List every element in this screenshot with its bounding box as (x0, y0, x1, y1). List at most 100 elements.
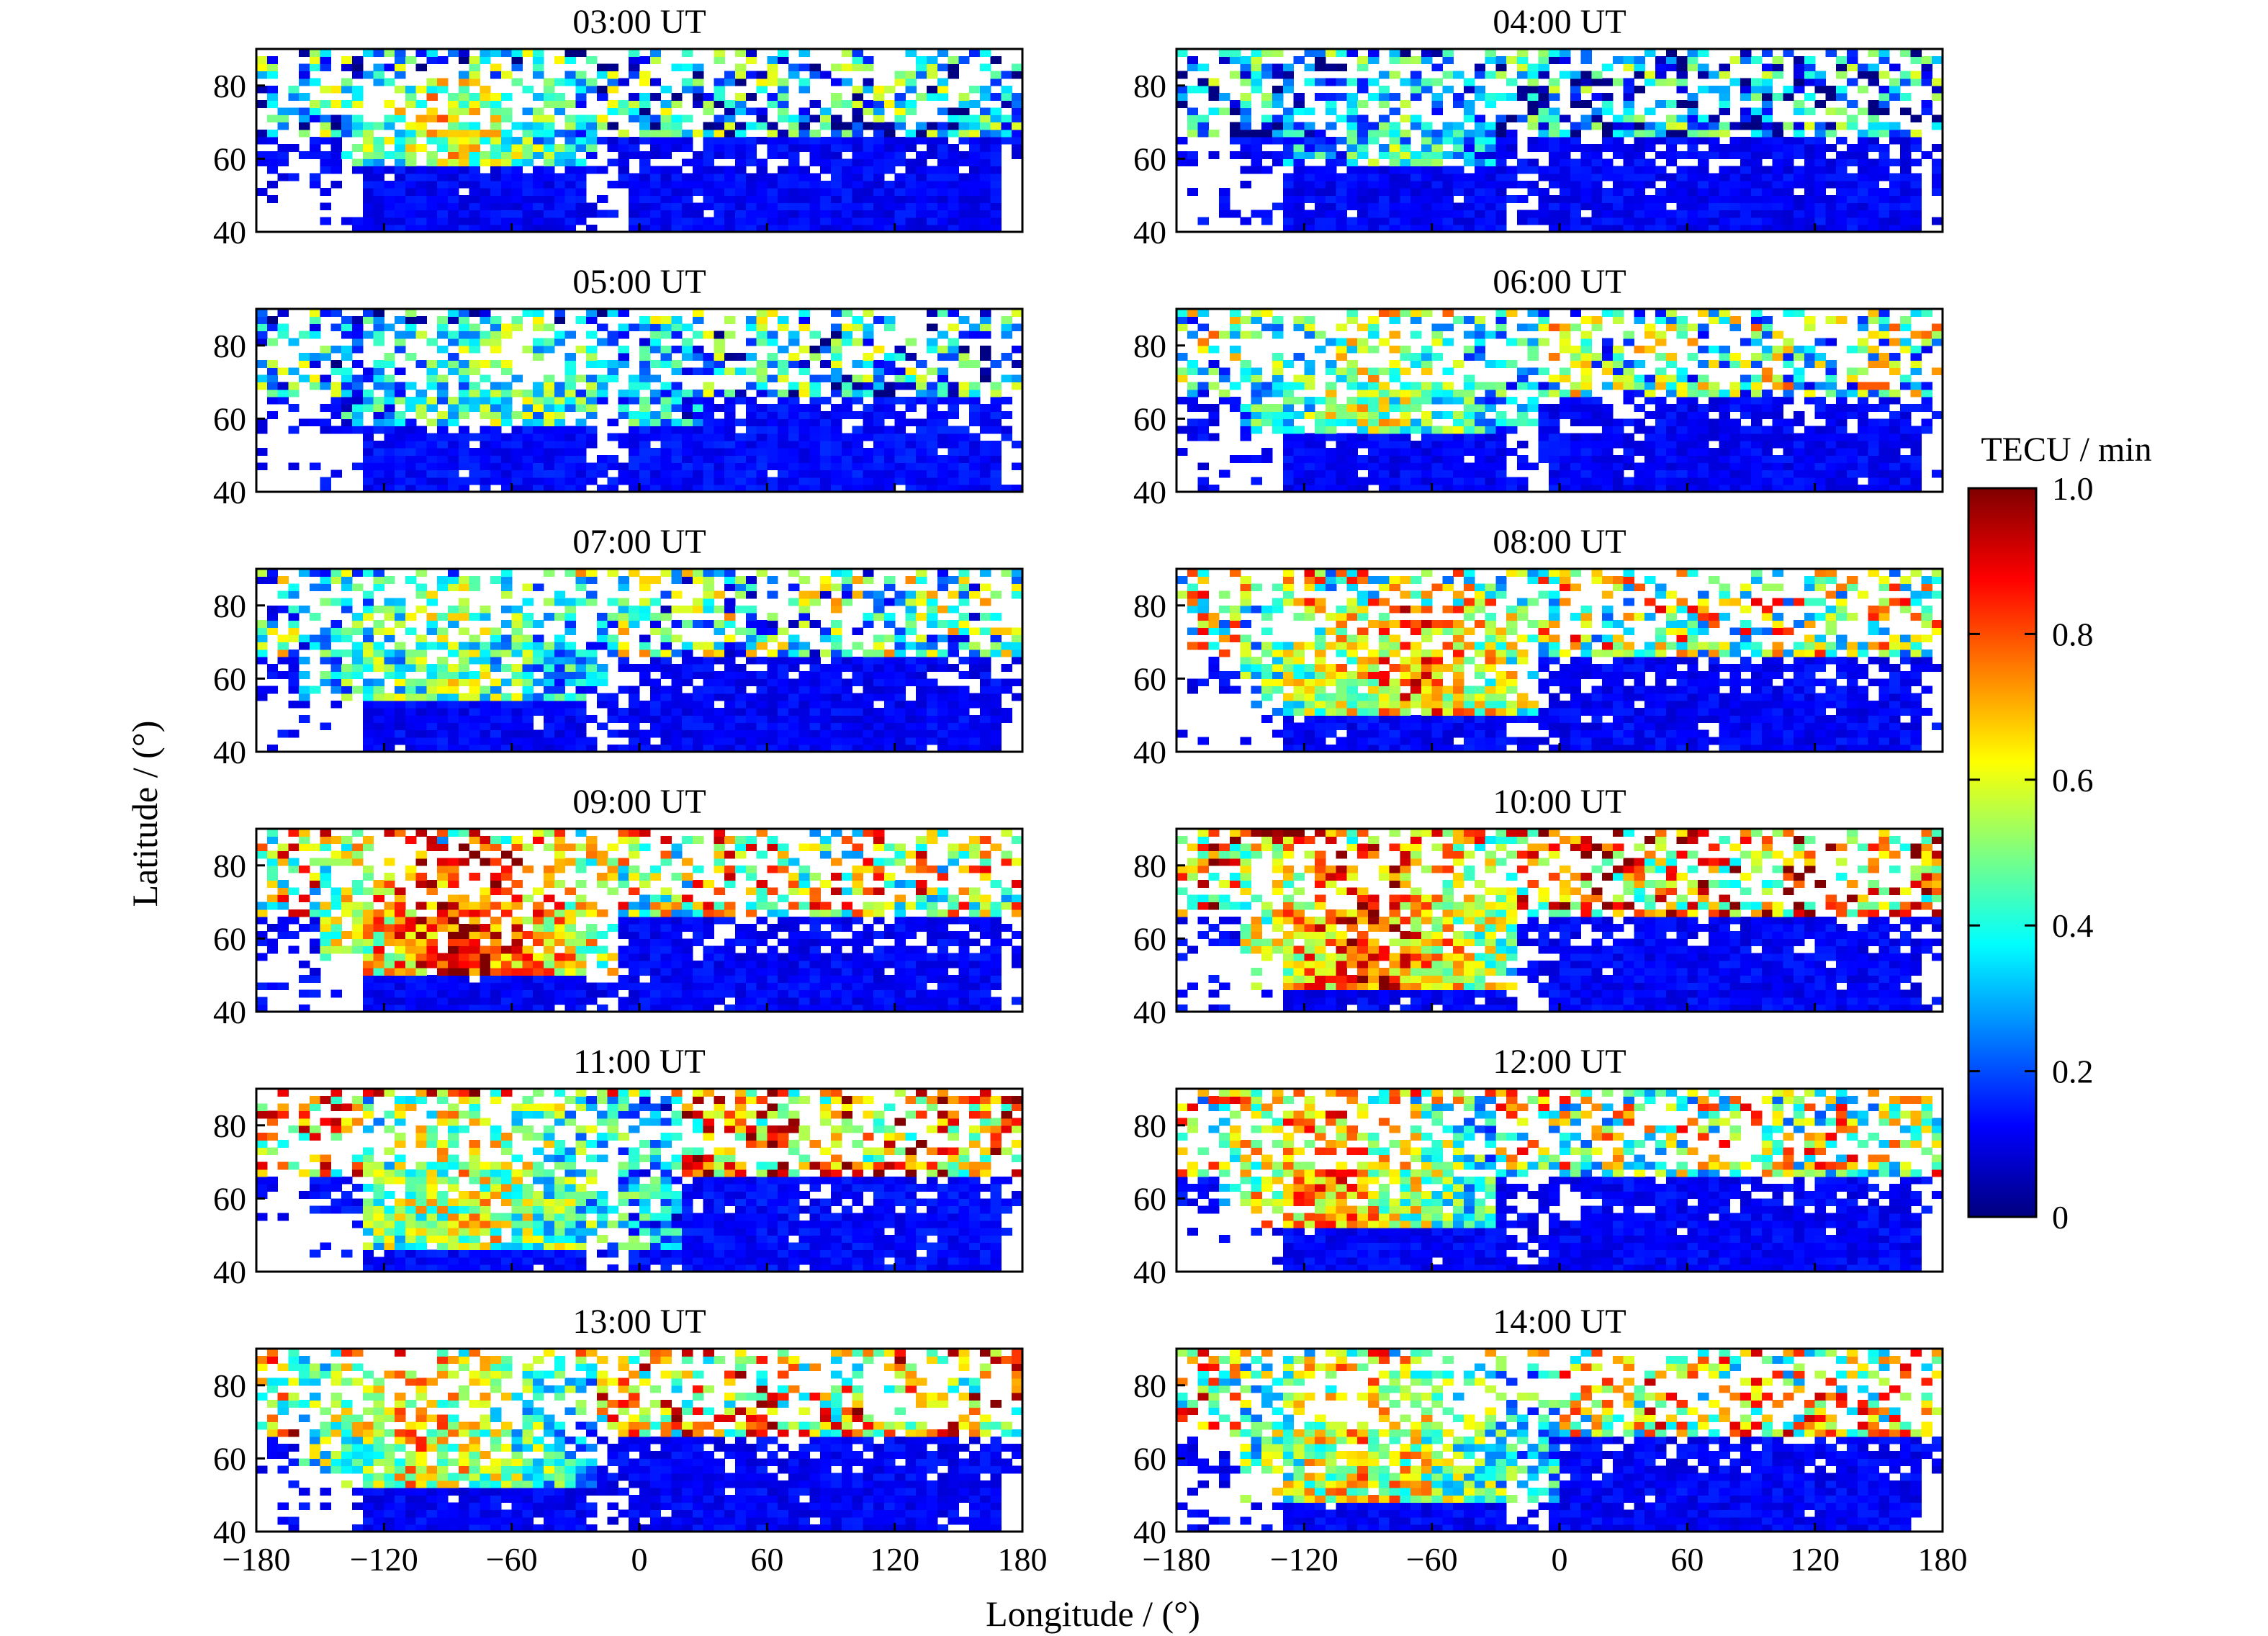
heatmap-cell (905, 374, 917, 383)
heatmap-cell (1357, 210, 1369, 218)
heatmap-cell (448, 129, 459, 138)
heatmap-cell (1389, 404, 1400, 412)
heatmap-cell (490, 744, 502, 752)
heatmap-cell (437, 202, 449, 211)
heatmap-cell (649, 122, 662, 130)
heatmap-cell (1644, 49, 1656, 57)
heatmap-cell (1644, 202, 1656, 211)
heatmap-cell (1464, 396, 1475, 405)
heatmap-cell (1219, 107, 1230, 116)
heatmap-cell (1878, 477, 1890, 485)
heatmap-cell (979, 49, 991, 57)
heatmap-cell (671, 63, 683, 72)
heatmap-cell (809, 418, 821, 427)
heatmap-cell (692, 100, 704, 108)
heatmap-cell (1474, 210, 1486, 218)
heatmap-cell (969, 382, 981, 390)
heatmap-cell (1665, 426, 1678, 434)
heatmap-cell (1527, 345, 1539, 354)
heatmap-cell (629, 114, 640, 123)
heatmap-cell (299, 114, 310, 123)
heatmap-cell (480, 360, 491, 368)
heatmap-cell (1368, 166, 1380, 174)
panel-title: 07:00 UT (572, 523, 706, 561)
heatmap-cell (778, 323, 789, 332)
heatmap-cell (1644, 71, 1656, 79)
heatmap-cell (1400, 440, 1411, 449)
heatmap-cell (1591, 418, 1603, 427)
heatmap-cell (1240, 93, 1252, 101)
heatmap-cell (778, 114, 789, 123)
heatmap-cell (309, 173, 321, 181)
heatmap-cell (1868, 100, 1879, 108)
heatmap-cell (1794, 78, 1805, 86)
heatmap-cell (299, 49, 310, 57)
heatmap-cell (362, 195, 374, 203)
heatmap-cell (1453, 202, 1464, 211)
heatmap-cell (533, 202, 544, 211)
heatmap-cell (788, 448, 800, 456)
heatmap-cell (1431, 382, 1444, 390)
heatmap-cell (1495, 166, 1507, 174)
heatmap-cell (490, 455, 502, 463)
heatmap-cell (1868, 316, 1879, 324)
heatmap-cell (1676, 100, 1688, 108)
heatmap-cell (1729, 469, 1741, 478)
heatmap-cell (384, 166, 395, 174)
heatmap-cell (639, 78, 651, 86)
heatmap-cell (1560, 217, 1571, 225)
heatmap-cell (277, 151, 289, 159)
heatmap-cell (544, 345, 555, 354)
heatmap-cell (1336, 188, 1348, 196)
heatmap-cell (1315, 136, 1326, 145)
heatmap-cell (341, 426, 353, 434)
heatmap-cell (1932, 144, 1943, 152)
heatmap-cell (1474, 477, 1486, 485)
heatmap-cell (1389, 396, 1400, 405)
heatmap-cell (1644, 455, 1656, 463)
heatmap-cell (1464, 188, 1475, 196)
heatmap-cell (1368, 411, 1380, 419)
heatmap-cell (1304, 360, 1315, 368)
heatmap-cell (1464, 100, 1475, 108)
heatmap-cell (958, 345, 970, 354)
heatmap-cell (1698, 210, 1709, 218)
heatmap-cell (1655, 338, 1667, 346)
heatmap-cell (1804, 389, 1816, 397)
heatmap-cell (1878, 122, 1890, 130)
heatmap-cell (756, 360, 768, 368)
heatmap-cell (883, 202, 896, 211)
heatmap-cell (671, 426, 683, 434)
heatmap-cell (1708, 426, 1720, 434)
heatmap-cell (1687, 173, 1698, 181)
heatmap-cell (714, 477, 725, 485)
heatmap-cell (692, 353, 704, 361)
heatmap-cell (969, 217, 981, 225)
heatmap-cell (1346, 418, 1358, 427)
heatmap-cell (1431, 180, 1444, 189)
heatmap-cell (937, 418, 949, 427)
heatmap-cell (1495, 217, 1507, 225)
heatmap-cell (1836, 411, 1848, 419)
heatmap-cell (788, 136, 800, 145)
heatmap-cell (1346, 166, 1358, 174)
heatmap-cell (1634, 316, 1645, 324)
heatmap-cell (969, 744, 981, 752)
heatmap-cell (1453, 462, 1464, 471)
heatmap-cell (309, 63, 321, 72)
heatmap-cell (596, 469, 608, 478)
heatmap-cell (1325, 484, 1337, 493)
heatmap-cell (714, 136, 725, 145)
heatmap-cell (373, 202, 384, 211)
heatmap-cell (1378, 210, 1390, 218)
heatmap-cell (1676, 404, 1688, 412)
heatmap-cell (798, 144, 811, 152)
heatmap-cell (894, 210, 906, 218)
heatmap-cell (437, 144, 449, 152)
heatmap-cell (564, 374, 576, 383)
heatmap-cell (1751, 411, 1763, 419)
heatmap-cell (1868, 71, 1879, 79)
heatmap-cell (1229, 323, 1241, 332)
heatmap-cell (1623, 433, 1635, 441)
heatmap-cell (544, 404, 555, 412)
